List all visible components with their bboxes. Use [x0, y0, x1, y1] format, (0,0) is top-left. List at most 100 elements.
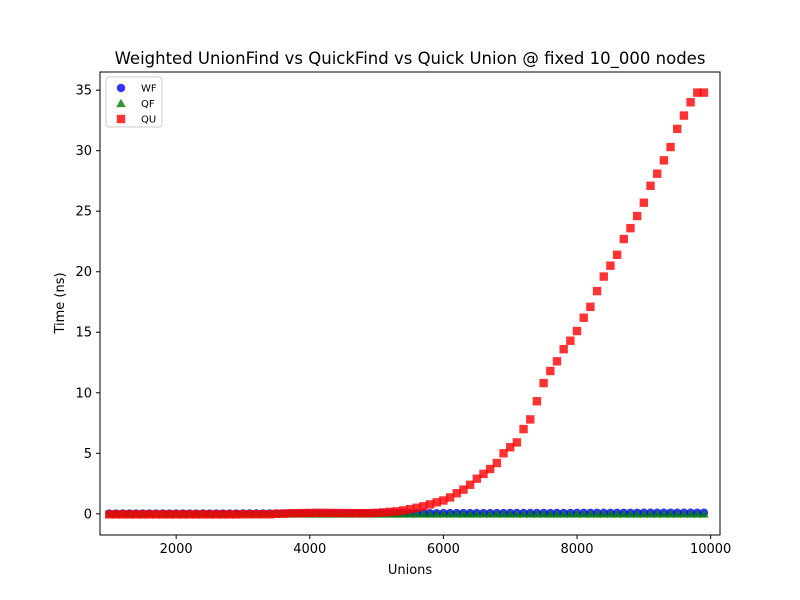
- point-qf: [438, 509, 449, 518]
- axes-frame: [99, 71, 721, 536]
- point-qu: [365, 508, 375, 518]
- point-qu: [245, 510, 254, 519]
- legend-label-wf: WF: [141, 84, 157, 95]
- point-qf: [538, 509, 549, 518]
- point-qu: [298, 508, 308, 518]
- legend-marker-qf: [116, 98, 126, 108]
- point-qu: [572, 326, 582, 336]
- point-qf: [598, 509, 609, 518]
- point-qu: [158, 510, 168, 519]
- x-axis-ticks: 2000 4000 6000 8000 10000: [160, 535, 731, 557]
- x-tick-label: 4000: [293, 542, 326, 557]
- point-qu: [305, 508, 314, 518]
- point-qu: [352, 509, 361, 518]
- point-qu: [472, 474, 482, 483]
- y-tick-label: 10: [75, 386, 92, 401]
- point-qu: [325, 508, 335, 518]
- point-qf: [532, 509, 542, 518]
- point-qu: [278, 509, 288, 518]
- point-qf: [679, 509, 689, 518]
- point-qf: [458, 509, 469, 518]
- point-qu: [372, 508, 381, 518]
- point-qf: [505, 509, 516, 518]
- point-qu: [445, 493, 455, 502]
- point-qu: [479, 469, 488, 479]
- point-qu: [485, 464, 495, 474]
- point-qf: [652, 509, 662, 518]
- point-qu: [659, 156, 669, 165]
- point-qf: [518, 509, 529, 518]
- point-qf: [639, 509, 649, 518]
- point-qf: [418, 509, 429, 518]
- y-tick-label: 35: [75, 84, 92, 99]
- point-qf: [545, 509, 556, 518]
- x-axis-label: Unions: [388, 563, 433, 578]
- point-qu: [652, 169, 662, 178]
- point-qu: [432, 498, 441, 507]
- point-qu: [632, 211, 642, 221]
- point-qu: [492, 458, 502, 468]
- point-qu: [252, 510, 261, 519]
- y-axis-ticks: 0 5 10 15 20 25 30 35: [75, 84, 100, 522]
- point-qu: [198, 510, 208, 519]
- point-qf: [405, 509, 415, 518]
- chart-title: Weighted UnionFind vs QuickFind vs Quick…: [115, 49, 706, 69]
- point-qu: [693, 88, 702, 97]
- point-qu: [205, 510, 214, 519]
- point-qu: [686, 98, 695, 107]
- series-qu: [105, 88, 709, 519]
- legend-marker-wf: [116, 83, 126, 93]
- x-tick-label: 2000: [160, 542, 193, 557]
- point-qu: [606, 261, 615, 270]
- point-qu: [118, 510, 127, 519]
- point-qf: [659, 509, 669, 518]
- point-qu: [178, 510, 188, 519]
- point-qu: [679, 111, 689, 120]
- point-qu: [258, 510, 268, 519]
- point-qf: [578, 509, 589, 518]
- point-qu: [499, 449, 508, 458]
- point-qf: [612, 509, 622, 518]
- point-qu: [125, 510, 134, 519]
- point-qu: [138, 510, 147, 519]
- point-qu: [619, 234, 628, 244]
- point-qu: [292, 509, 301, 518]
- point-qf: [625, 509, 636, 518]
- point-qu: [105, 510, 114, 519]
- point-qu: [546, 366, 555, 376]
- point-qu: [145, 510, 154, 519]
- point-qu: [192, 510, 201, 519]
- point-qf: [585, 509, 596, 518]
- point-qf: [472, 509, 482, 518]
- x-tick-label: 10000: [690, 542, 731, 557]
- point-qu: [131, 510, 141, 519]
- point-qu: [673, 124, 682, 134]
- point-qf: [699, 509, 709, 518]
- point-qf: [558, 509, 569, 518]
- point-qu: [699, 88, 709, 97]
- point-qf: [565, 509, 576, 518]
- point-qu: [599, 272, 608, 281]
- point-qu: [232, 510, 241, 519]
- point-qf: [605, 509, 616, 518]
- point-qf: [572, 509, 582, 518]
- point-qu: [586, 302, 595, 312]
- point-qf: [665, 509, 676, 518]
- point-qu: [272, 509, 281, 519]
- point-qu: [526, 415, 535, 424]
- point-qf: [431, 509, 442, 518]
- point-qu: [151, 510, 161, 519]
- legend-marker-qu: [116, 114, 126, 124]
- point-qu: [519, 424, 528, 434]
- point-qf: [512, 509, 522, 518]
- point-qu: [465, 480, 475, 489]
- point-qu: [171, 510, 181, 519]
- point-qu: [419, 502, 428, 511]
- point-qu: [666, 142, 675, 152]
- point-qu: [238, 510, 248, 519]
- point-qf: [552, 509, 562, 518]
- point-qu: [452, 489, 461, 498]
- point-qu: [512, 438, 522, 447]
- point-qu: [318, 508, 328, 518]
